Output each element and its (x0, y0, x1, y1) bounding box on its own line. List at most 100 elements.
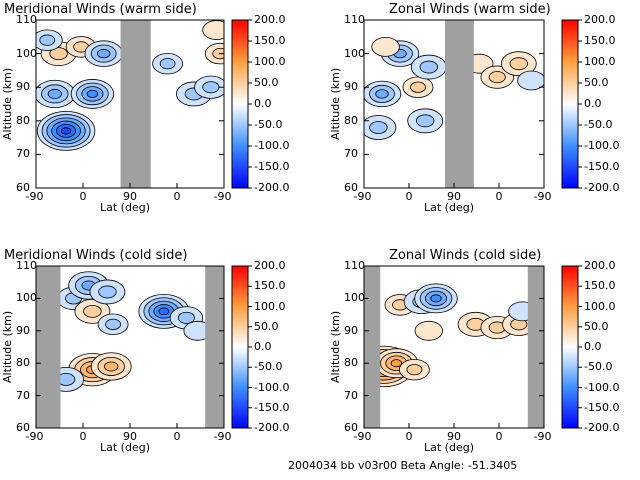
x-tick-label: 90 (447, 430, 461, 443)
contour-level (390, 359, 403, 368)
y-axis-label: Altitude (km) (1, 67, 14, 140)
y-tick-label: 70 (344, 147, 358, 161)
colorbar-tick-label: 100.0 (584, 299, 616, 313)
colorbar (231, 19, 249, 189)
y-axis-label: Altitude (km) (1, 310, 14, 383)
y-tick-label: 80 (344, 113, 358, 127)
colorbar-tick-label: 200.0 (254, 259, 286, 272)
contour-level (517, 70, 544, 91)
y-tick-label: 60 (344, 421, 358, 434)
x-tick-label: -90 (213, 430, 232, 443)
x-tick-label: -90 (533, 430, 552, 443)
contour-level (104, 361, 119, 372)
colorbar-tick-label: -100.0 (584, 380, 620, 394)
data-gap-band (120, 20, 151, 188)
colorbar-tick-label: 150.0 (254, 34, 286, 47)
data-gap-band (445, 20, 474, 188)
x-tick-label: -90 (353, 430, 372, 443)
y-tick-label: 80 (344, 356, 358, 370)
y-tick-label: 90 (344, 80, 358, 94)
colorbar-tick-label: 0.0 (584, 340, 602, 353)
x-tick-label: 0 (79, 190, 87, 203)
colorbar-tick-label: -150.0 (254, 400, 290, 414)
colorbar (231, 265, 249, 429)
colorbar-tick-label: -150.0 (254, 160, 290, 173)
contour-level (419, 60, 439, 74)
data-gap-band (527, 266, 544, 428)
x-tick-label: 0 (495, 190, 503, 203)
plot-area-0 (36, 20, 224, 188)
y-tick-label: 110 (16, 259, 37, 272)
x-tick-label: 90 (123, 190, 137, 203)
y-tick-label: 110 (344, 13, 365, 26)
y-tick-label: 100 (16, 46, 37, 60)
colorbar-tick-label: -50.0 (254, 360, 283, 374)
colorbar-tick-label: -150.0 (584, 160, 620, 173)
y-tick-label: 90 (344, 323, 358, 337)
chart-title: Meridional Winds (warm side) (4, 2, 197, 17)
colorbar-tick-label: 0.0 (254, 340, 272, 353)
contour-level (83, 304, 102, 318)
colorbar-tick-label: -100.0 (584, 139, 620, 152)
x-tick-label: 0 (495, 430, 503, 443)
contour-level (430, 294, 442, 303)
contour-level (414, 320, 444, 341)
colorbar-tick-label: 200.0 (584, 259, 616, 272)
x-tick-label: -90 (213, 190, 232, 203)
contour-level (416, 114, 435, 128)
contour-level (371, 36, 400, 57)
footer-label: 2004034 bb v03r00 Beta Angle: -51.3405 (288, 459, 518, 472)
y-tick-label: 70 (344, 388, 358, 402)
colorbar-tick-label: -100.0 (254, 139, 290, 152)
contour-level (39, 34, 56, 46)
y-tick-label: 70 (16, 388, 30, 402)
colorbar-tick-label: 150.0 (584, 279, 616, 293)
x-tick-label: 90 (447, 190, 461, 203)
y-tick-label: 110 (344, 259, 365, 272)
data-gap-band (205, 266, 224, 428)
x-tick-label: -90 (353, 190, 372, 203)
y-tick-label: 100 (16, 291, 37, 305)
plot-area-2 (36, 266, 224, 428)
colorbar-tick-label: 100.0 (584, 55, 616, 68)
contour-level (49, 47, 68, 60)
colorbar-tick-label: 50.0 (254, 319, 279, 333)
contour-level (202, 20, 224, 40)
y-tick-label: 80 (16, 356, 30, 370)
colorbar-tick-label: -200.0 (254, 181, 290, 194)
contour-level (96, 48, 111, 59)
x-tick-label: 90 (123, 430, 137, 443)
colorbar-tick-label: 150.0 (254, 279, 286, 293)
colorbar-tick-label: 200.0 (584, 13, 616, 26)
contour-level (47, 88, 62, 99)
contour-level (202, 81, 220, 94)
colorbar-tick-label: 100.0 (254, 299, 286, 313)
colorbar-tick-label: -200.0 (584, 421, 620, 434)
contour-level (60, 127, 72, 135)
y-axis-label: Altitude (km) (329, 310, 342, 383)
chart-title: Meridional Winds (cold side) (4, 248, 188, 263)
y-tick-label: 60 (16, 181, 30, 194)
y-tick-label: 90 (16, 80, 30, 94)
colorbar-tick-label: -150.0 (584, 400, 620, 414)
colorbar-tick-label: 50.0 (254, 76, 279, 89)
contour-level (375, 89, 389, 99)
colorbar-tick-label: 150.0 (584, 34, 616, 47)
chart-title: Zonal Winds (cold side) (389, 248, 542, 263)
colorbar (561, 19, 579, 189)
colorbar-tick-label: -50.0 (584, 118, 613, 131)
contour-level (509, 57, 529, 71)
colorbar-tick-label: 0.0 (254, 97, 272, 110)
contour-level (86, 89, 99, 98)
colorbar-tick-label: 100.0 (254, 55, 286, 68)
y-tick-label: 100 (344, 291, 365, 305)
colorbar (561, 265, 579, 429)
contour-level (369, 121, 388, 134)
y-tick-label: 110 (16, 13, 37, 26)
x-axis-label: Lat (deg) (424, 441, 474, 454)
colorbar-tick-label: -50.0 (254, 118, 283, 131)
y-tick-label: 100 (344, 46, 365, 60)
contour-level (158, 307, 170, 316)
data-gap-band (364, 266, 381, 428)
